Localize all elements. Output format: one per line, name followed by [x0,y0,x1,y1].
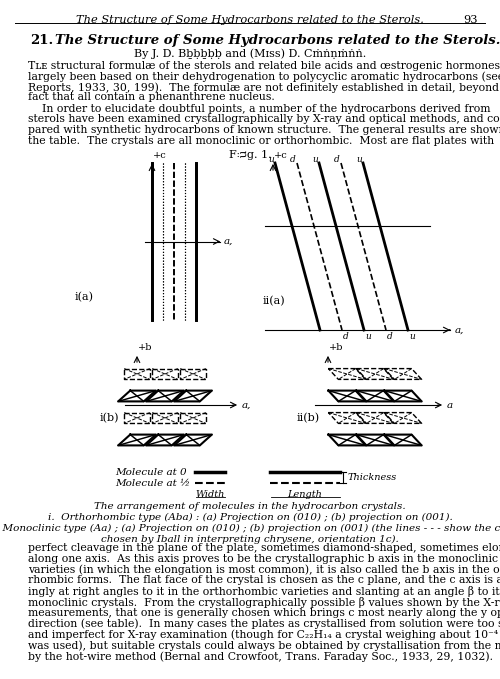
Text: Molecule at ½: Molecule at ½ [115,479,190,488]
Text: Thickness: Thickness [348,473,397,481]
Text: a,: a, [224,237,234,246]
Text: Reports, 1933, 30, 199).  The formulæ are not definitely established in detail, : Reports, 1933, 30, 199). The formulæ are… [28,82,500,92]
Text: rhombic forms.  The flat face of the crystal is chosen as the c plane, and the c: rhombic forms. The flat face of the crys… [28,575,500,585]
Text: largely been based on their dehydrogenation to polycyclic aromatic hydrocarbons : largely been based on their dehydrogenat… [28,71,500,82]
Text: i(b): i(b) [100,413,119,423]
Text: +b: +b [329,343,344,352]
Text: Width: Width [196,490,224,499]
Text: In order to elucidate doubtful points, a number of the hydrocarbons derived from: In order to elucidate doubtful points, a… [28,104,490,114]
Text: ii.  Monoclinic type (Aa) ; (a) Projection on (010) ; (b) projection on (001) (t: ii. Monoclinic type (Aa) ; (a) Projectio… [0,524,500,533]
Text: sterols have been examined crystallographically by X-ray and optical methods, an: sterols have been examined crystallograp… [28,115,500,124]
Text: direction (see table).  In many cases the plates as crystallised from solution w: direction (see table). In many cases the… [28,619,500,629]
Text: u: u [268,155,274,164]
Text: fact that all contain a phenanthrene nucleus.: fact that all contain a phenanthrene nuc… [28,92,275,103]
Text: d: d [343,332,349,341]
Text: Length: Length [288,490,322,499]
Text: ii(a): ii(a) [263,296,285,306]
Text: 21.: 21. [30,34,53,47]
Text: Fᴞg. 1.: Fᴞg. 1. [228,150,272,160]
Text: u: u [409,332,415,341]
Text: d: d [334,155,340,164]
Text: 93: 93 [464,15,478,25]
Text: ingly at right angles to it in the orthorhombic varieties and slanting at an ang: ingly at right angles to it in the ortho… [28,586,500,598]
Text: along one axis.  As this axis proves to be the crystallographic b axis in the mo: along one axis. As this axis proves to b… [28,554,498,564]
Text: u: u [312,155,318,164]
Text: u: u [356,155,362,164]
Text: The Structure of Some Hydrocarbons related to the Sterols.: The Structure of Some Hydrocarbons relat… [76,15,424,25]
Text: The Structure of Some Hydrocarbons related to the Sterols.: The Structure of Some Hydrocarbons relat… [55,34,500,47]
Text: +c: +c [274,151,288,160]
Text: the table.  The crystals are all monoclinic or orthorhombic.  Most are flat plat: the table. The crystals are all monoclin… [28,136,494,145]
Text: ii(b): ii(b) [297,413,320,423]
Text: +b: +b [138,343,152,352]
Text: u: u [365,332,371,341]
Text: +c: +c [153,151,167,160]
Text: a,: a, [455,325,464,335]
Text: Tʟᴇ structural formulæ of the sterols and related bile acids and œstrogenic horm: Tʟᴇ structural formulæ of the sterols an… [28,61,500,71]
Text: monoclinic crystals.  From the crystallographically possible β values shown by t: monoclinic crystals. From the crystallog… [28,597,500,608]
Text: i(a): i(a) [75,292,94,302]
Text: i.  Orthorhombic type (Aba) : (a) Projection on (010) ; (b) projection on (001).: i. Orthorhombic type (Aba) : (a) Project… [48,513,452,522]
Text: varieties (in which the elongation is most common), it is also called the b axis: varieties (in which the elongation is mo… [28,565,500,575]
Text: by the hot-wire method (Bernal and Crowfoot, Trans. Faraday Soc., 1933, 29, 1032: by the hot-wire method (Bernal and Crowf… [28,651,493,661]
Text: d: d [387,332,393,341]
Text: a: a [447,401,453,409]
Text: chosen by Iball in interpreting chrysene, orientation 1c).: chosen by Iball in interpreting chrysene… [101,535,399,544]
Text: By J. D. Bḇḅḇḅḅ and (Mɪss) D. Cṁṅṇṁṅṅ.: By J. D. Bḇḅḇḅḅ and (Mɪss) D. Cṁṅṇṁṅṅ. [134,48,366,58]
Text: measurements, that one is generally chosen which brings c most nearly along the : measurements, that one is generally chos… [28,608,500,618]
Text: and imperfect for X-ray examination (though for C₂₂H₁₄ a crystal weighing about : and imperfect for X-ray examination (tho… [28,629,500,640]
Text: Molecule at 0: Molecule at 0 [115,468,186,477]
Text: was used), but suitable crystals could always be obtained by crystallisation fro: was used), but suitable crystals could a… [28,640,500,650]
Text: d: d [290,155,296,164]
Text: perfect cleavage in the plane of the plate, sometimes diamond-shaped, sometimes : perfect cleavage in the plane of the pla… [28,543,500,553]
Text: a,: a, [242,401,252,409]
Text: pared with synthetic hydrocarbons of known structure.  The general results are s: pared with synthetic hydrocarbons of kno… [28,125,500,135]
Text: The arrangement of molecules in the hydrocarbon crystals.: The arrangement of molecules in the hydr… [94,502,406,511]
